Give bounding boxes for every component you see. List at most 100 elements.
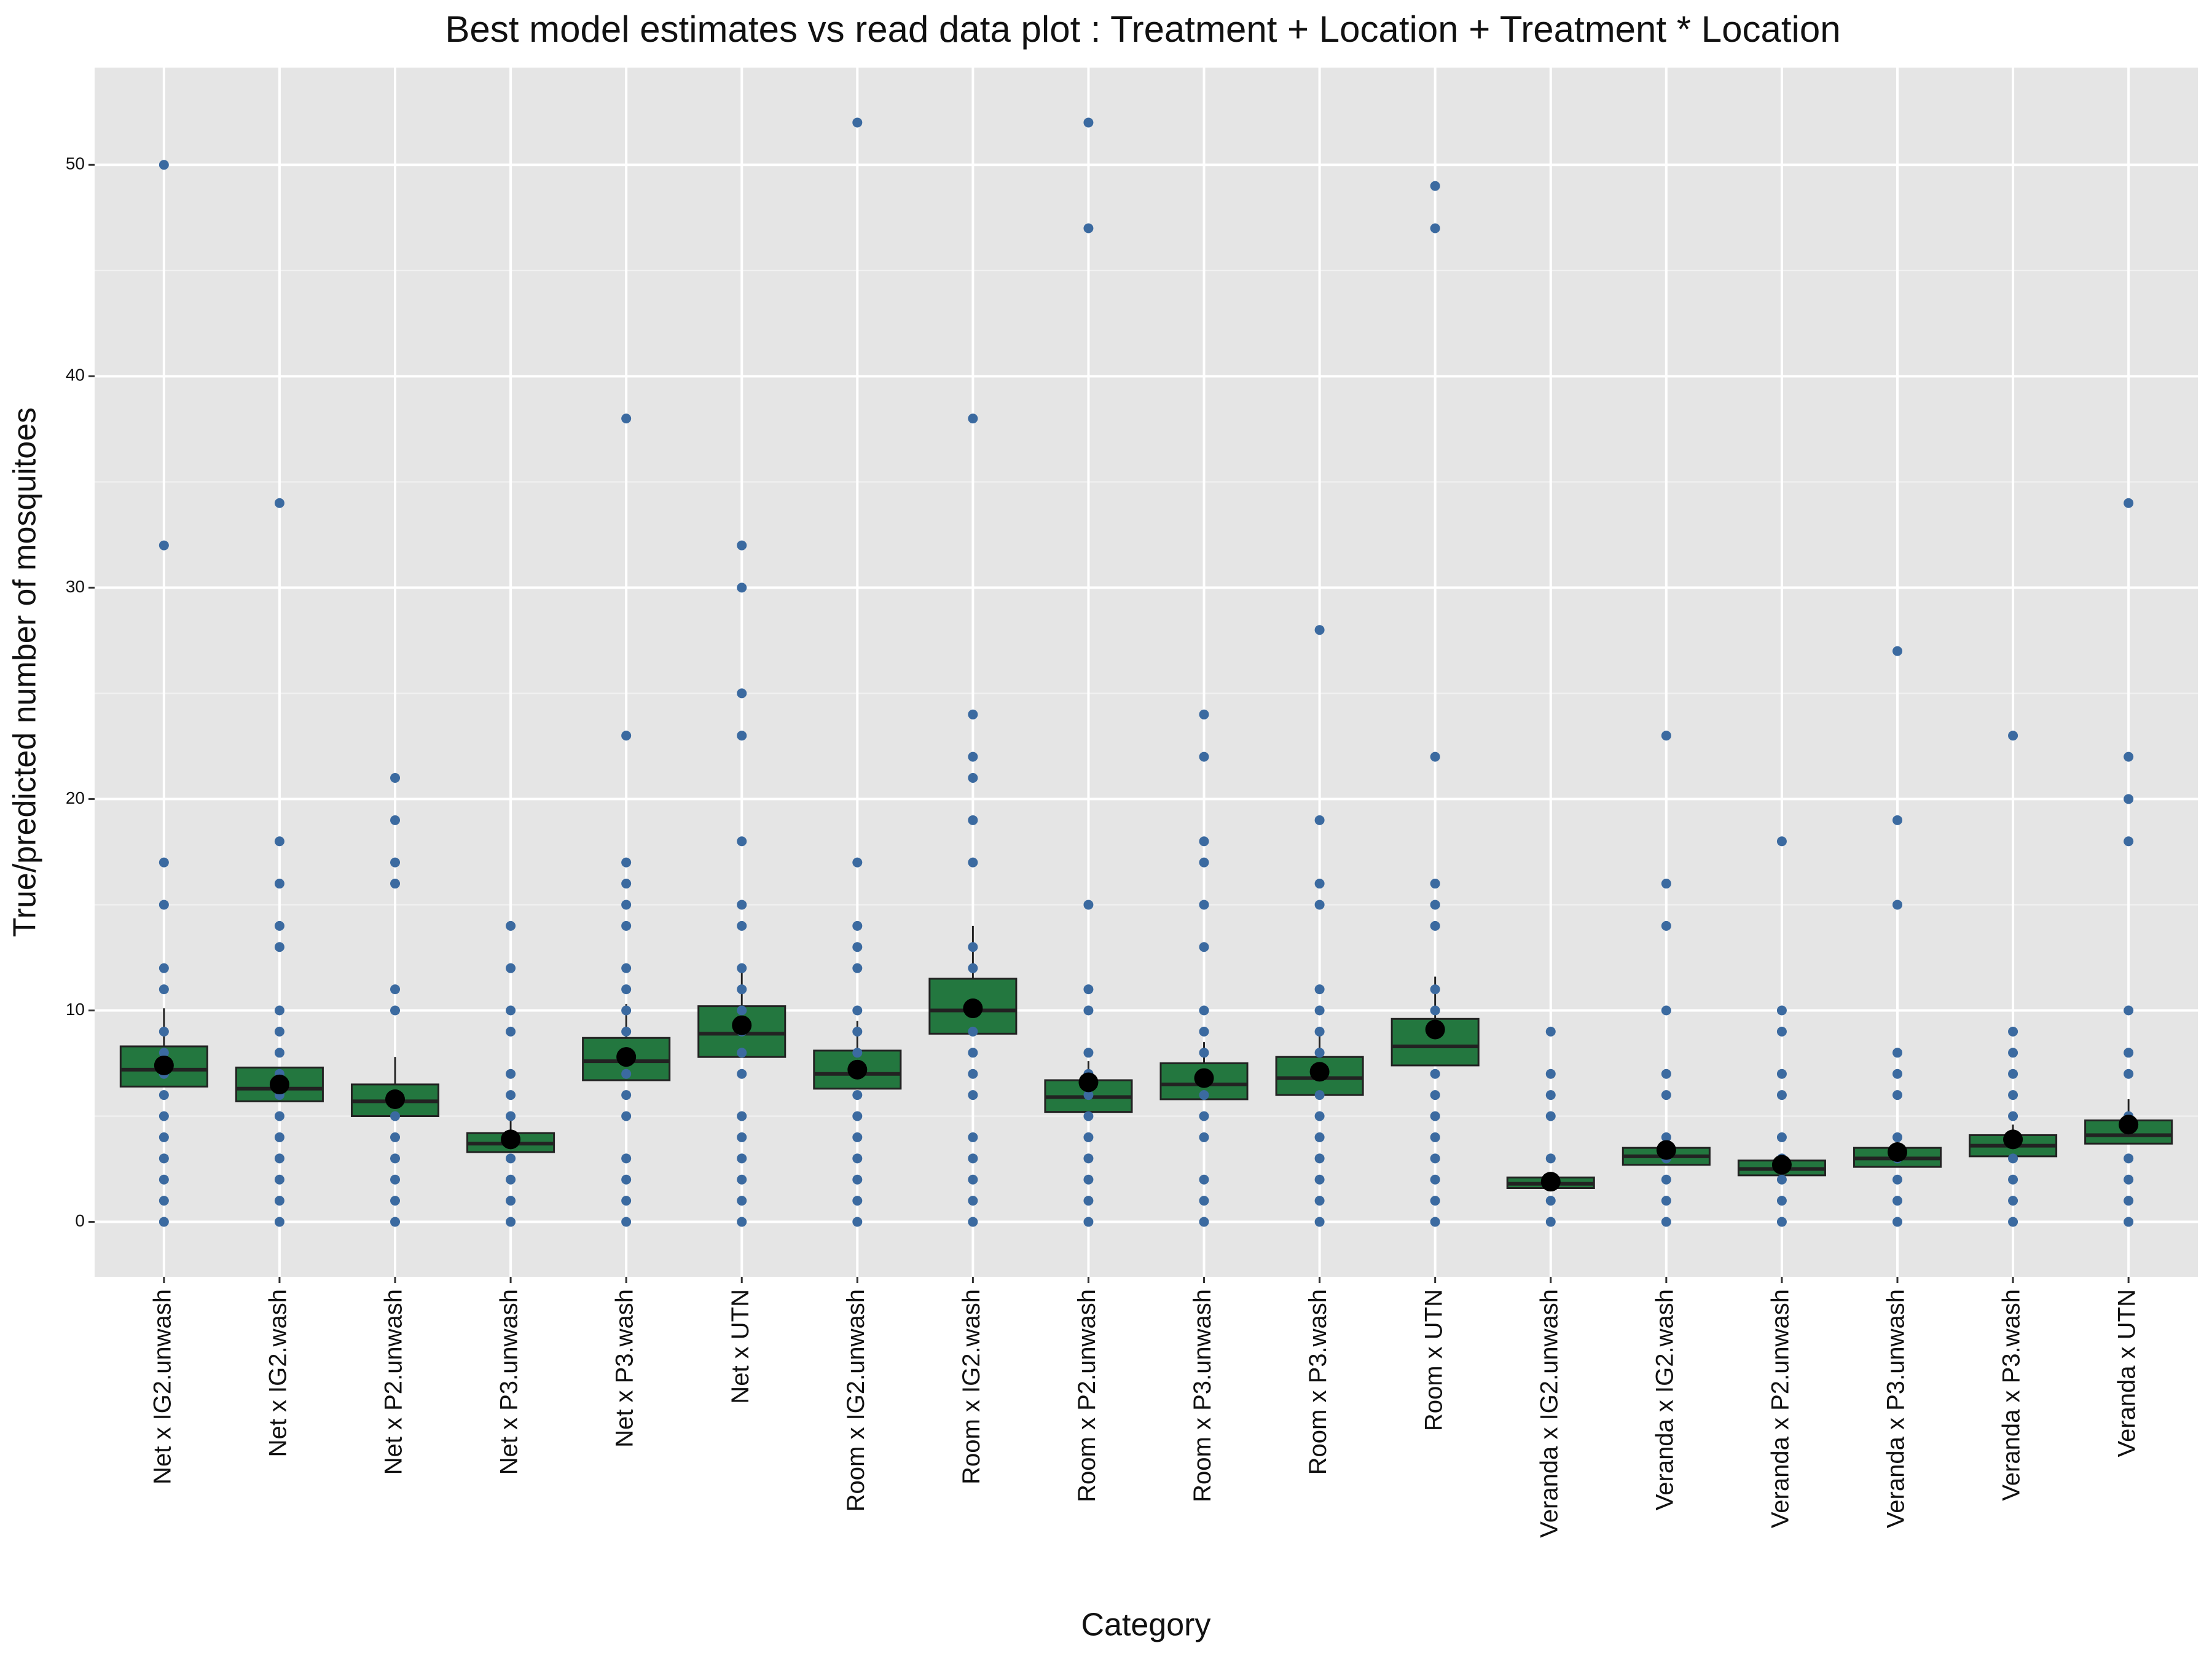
- data-point: [1083, 1111, 1094, 1121]
- x-tick-label: Room x P3.wash: [1304, 1289, 1332, 1475]
- y-tick-label: 40: [66, 366, 85, 385]
- data-point: [274, 1196, 284, 1206]
- data-point: [2124, 1069, 2134, 1079]
- data-point: [1083, 1090, 1094, 1100]
- data-point: [1083, 900, 1094, 910]
- data-point: [159, 1132, 169, 1142]
- data-point: [1083, 1132, 1094, 1142]
- data-point: [621, 1069, 632, 1079]
- data-point: [737, 836, 747, 847]
- data-point: [1776, 1217, 1787, 1227]
- data-point: [852, 1090, 863, 1100]
- data-point: [1430, 879, 1440, 889]
- x-tick-label: Net x IG2.wash: [264, 1289, 291, 1457]
- data-point: [506, 1196, 516, 1206]
- data-point: [737, 1217, 747, 1227]
- data-point: [968, 709, 978, 720]
- data-point: [1545, 1069, 1556, 1079]
- data-point: [737, 1174, 747, 1185]
- data-point: [1199, 1217, 1209, 1227]
- data-point: [968, 751, 978, 762]
- data-point: [1430, 1005, 1440, 1016]
- data-point: [506, 1069, 516, 1079]
- estimate-dot: [1656, 1140, 1676, 1160]
- data-point: [1776, 1196, 1787, 1206]
- data-point: [621, 1005, 632, 1016]
- data-point: [390, 815, 400, 825]
- data-point: [2124, 1005, 2134, 1016]
- data-point: [2008, 1153, 2018, 1164]
- data-point: [2008, 1048, 2018, 1058]
- data-point: [1430, 1217, 1440, 1227]
- data-point: [1083, 1048, 1094, 1058]
- data-point: [390, 1153, 400, 1164]
- data-point: [1776, 1069, 1787, 1079]
- data-point: [737, 731, 747, 741]
- estimate-dot: [1194, 1068, 1214, 1088]
- data-point: [852, 1153, 863, 1164]
- data-point: [1430, 900, 1440, 910]
- data-point: [852, 942, 863, 952]
- data-point: [1314, 1196, 1325, 1206]
- data-point: [1776, 1132, 1787, 1142]
- data-point: [1776, 1174, 1787, 1185]
- data-point: [621, 963, 632, 973]
- estimate-dot: [847, 1059, 868, 1080]
- data-point: [968, 857, 978, 868]
- data-point: [1545, 1026, 1556, 1037]
- data-point: [1430, 1132, 1440, 1142]
- data-point: [159, 984, 169, 995]
- data-point: [1314, 1217, 1325, 1227]
- data-point: [1661, 1069, 1671, 1079]
- data-point: [737, 1069, 747, 1079]
- x-tick-label: Net x P3.wash: [611, 1289, 638, 1448]
- estimate-dot: [616, 1047, 637, 1067]
- data-point: [159, 963, 169, 973]
- data-point: [1199, 1111, 1209, 1121]
- data-point: [2008, 1217, 2018, 1227]
- x-tick-label: Veranda x P2.unwash: [1767, 1289, 1794, 1528]
- y-axis-title: True/predicted number of mosquitoes: [7, 407, 43, 937]
- data-point: [1430, 1153, 1440, 1164]
- data-point: [274, 920, 284, 931]
- data-point: [1199, 1090, 1209, 1100]
- data-point: [390, 984, 400, 995]
- data-point: [852, 117, 863, 128]
- data-point: [968, 1174, 978, 1185]
- y-tick-label: 10: [66, 1000, 85, 1019]
- estimate-dot: [1888, 1142, 1907, 1163]
- data-point: [2124, 836, 2134, 847]
- data-point: [1083, 1196, 1094, 1206]
- data-point: [159, 540, 169, 551]
- data-point: [1199, 1132, 1209, 1142]
- data-point: [968, 1026, 978, 1037]
- data-point: [1199, 1174, 1209, 1185]
- data-point: [1430, 984, 1440, 995]
- data-point: [621, 984, 632, 995]
- data-point: [737, 900, 747, 910]
- data-point: [506, 1217, 516, 1227]
- data-point: [1199, 1048, 1209, 1058]
- data-point: [1430, 1196, 1440, 1206]
- data-point: [159, 1111, 169, 1121]
- data-point: [2124, 1196, 2134, 1206]
- data-point: [2008, 1090, 2018, 1100]
- data-point: [2124, 1153, 2134, 1164]
- estimate-dot: [385, 1089, 405, 1109]
- data-point: [1776, 1005, 1787, 1016]
- data-point: [390, 1174, 400, 1185]
- data-point: [968, 1217, 978, 1227]
- data-point: [2124, 498, 2134, 508]
- data-point: [621, 920, 632, 931]
- data-point: [390, 879, 400, 889]
- data-point: [390, 1217, 400, 1227]
- data-point: [968, 1048, 978, 1058]
- data-point: [1314, 1048, 1325, 1058]
- data-point: [1545, 1111, 1556, 1121]
- data-point: [1892, 1069, 1902, 1079]
- data-point: [1892, 1090, 1902, 1100]
- data-point: [1314, 984, 1325, 995]
- y-tick-label: 50: [66, 154, 85, 173]
- x-tick-label: Room x IG2.unwash: [842, 1289, 869, 1512]
- data-point: [274, 1174, 284, 1185]
